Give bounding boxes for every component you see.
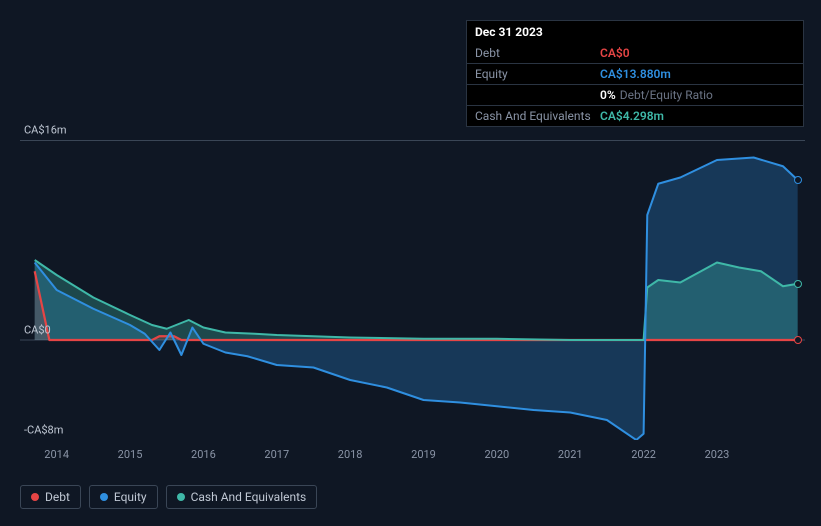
x-axis: 2014 2015 2016 2017 2018 2019 2020 2021 2022 2023 [20,448,805,468]
cash-end-marker [794,280,802,288]
tooltip-value: CA$4.298m [600,109,664,123]
x-tick-label: 2017 [264,448,289,461]
tooltip-value: CA$13.880m [600,67,671,81]
tooltip-extra: Debt/Equity Ratio [620,88,713,102]
legend-item-debt[interactable]: Debt [20,485,81,509]
equity-end-marker [794,176,802,184]
legend-item-cash-and-equivalents[interactable]: Cash And Equivalents [166,485,318,509]
x-tick-label: 2014 [44,448,69,461]
legend: Debt Equity Cash And Equivalents [20,485,317,509]
x-tick-label: 2018 [338,448,363,461]
y-tick-label: CA$16m [24,124,67,137]
tooltip: Dec 31 2023 DebtCA$0EquityCA$13.880m0%De… [466,20,804,127]
x-tick-label: 2022 [631,448,656,461]
chart-container: Dec 31 2023 DebtCA$0EquityCA$13.880m0%De… [0,0,821,526]
legend-label: Equity [114,490,147,504]
tooltip-date: Dec 31 2023 [467,21,803,43]
tooltip-value: CA$0 [600,46,630,60]
x-tick-label: 2015 [118,448,143,461]
legend-label: Debt [45,490,70,504]
y-tick-label: CA$0 [24,324,51,337]
tooltip-row: EquityCA$13.880m [467,64,803,85]
tooltip-row: DebtCA$0 [467,43,803,64]
tooltip-label: Debt [475,46,600,60]
x-tick-label: 2019 [411,448,436,461]
tooltip-row: Cash And EquivalentsCA$4.298m [467,106,803,126]
chart-area: CA$16m CA$0 -CA$8m [20,120,805,440]
y-tick-label: -CA$8m [24,424,63,437]
legend-label: Cash And Equivalents [191,490,307,504]
debt-end-marker [794,336,802,344]
x-tick-label: 2023 [705,448,730,461]
legend-item-equity[interactable]: Equity [89,485,158,509]
x-tick-label: 2020 [484,448,509,461]
legend-swatch [177,493,185,501]
x-tick-label: 2016 [191,448,216,461]
x-tick-label: 2021 [558,448,583,461]
tooltip-label: Cash And Equivalents [475,109,600,123]
legend-swatch [31,493,39,501]
chart-svg [20,140,805,440]
tooltip-value: 0% [600,88,616,102]
tooltip-row: 0% Debt/Equity Ratio [467,85,803,106]
tooltip-label: Equity [475,67,600,81]
legend-swatch [100,493,108,501]
